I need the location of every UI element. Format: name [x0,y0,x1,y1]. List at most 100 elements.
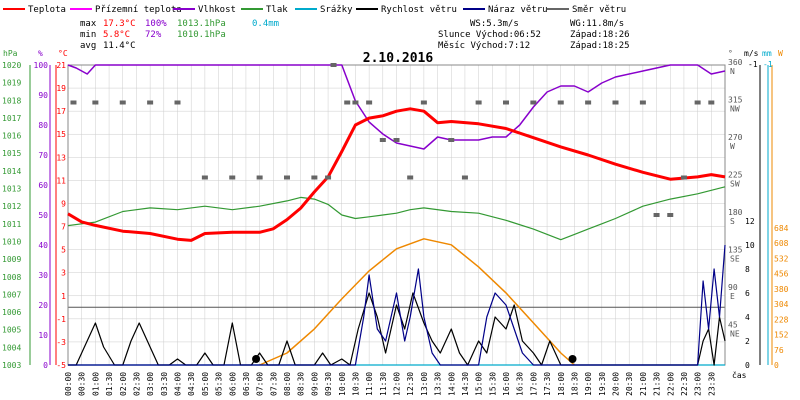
x-tick: 05:30 [215,372,224,396]
x-tick: 09:30 [324,372,333,396]
x-tick: 11:00 [365,372,374,396]
pressure-tick: 1005 [2,326,21,335]
winddir-tick-label: SW [730,180,740,189]
winddir-point [325,175,332,180]
sunrise-marker [252,355,261,363]
stat-avg-temp: 11.4°C [103,41,136,51]
pressure-axis-label: hPa [3,49,18,58]
temperature-tick: 17 [56,107,66,116]
pressure-tick: 1012 [2,202,21,211]
winddir-point [344,100,351,105]
stat-max-label: max [80,19,97,29]
windspeed-tick: 2 [745,337,750,346]
humidity-tick: 50 [38,211,48,220]
stat-sun: Slunce Východ:06:52 [438,30,541,40]
x-tick: 06:00 [228,372,237,396]
temperature-tick: 5 [61,246,66,255]
x-tick: 21:00 [639,372,648,396]
winddir-point [530,100,537,105]
pressure-tick: 1016 [2,132,21,141]
winddir-tick: 45 [728,321,738,330]
x-tick: 08:30 [297,372,306,396]
rain-axis-label: mm [762,49,772,58]
x-tick: 03:30 [160,372,169,396]
winddir-point [557,100,564,105]
series-teplota [67,107,726,242]
solar-axis-label: W [778,49,783,58]
winddir-tick-label: S [730,217,735,226]
axes: hPa% °C ° m/s mm W-1 -110031004100510061007100… [2,49,789,370]
temperature-tick: 9 [61,199,66,208]
winddir-tick: 360 [728,58,743,67]
winddir-point [680,175,687,180]
x-tick: 08:00 [283,372,292,396]
winddir-point [119,100,126,105]
x-tick: 17:00 [529,372,538,396]
winddir-point [667,213,674,217]
windspeed-axis-label: m/s [744,49,759,58]
x-tick: 15:00 [475,372,484,396]
x-tick: 17:30 [543,372,552,396]
windspeed-tick: 8 [745,265,750,274]
winddir-point [92,100,99,105]
pressure-tick: 1007 [2,290,21,299]
temperature-tick: 11 [56,176,66,185]
legend-label-7: Směr větru [572,5,626,15]
pressure-tick: 1014 [2,167,21,176]
x-tick: 19:00 [584,372,593,396]
winddir-tick-label: E [730,292,735,301]
winddir-tick-label: N [730,67,735,76]
humidity-tick: 60 [38,181,48,190]
x-tick: 01:00 [91,372,100,396]
winddir-tick: 135 [728,246,743,255]
x-tick: 06:30 [242,372,251,396]
winddir-point [612,100,619,105]
windspeed-tick: 6 [745,289,750,298]
stat-moon: Měsíc Východ:7:12 [438,41,530,51]
winddir-point [407,175,414,180]
humidity-tick: 0 [43,361,48,370]
humidity-tick: 90 [38,91,48,100]
stat-max-rain: 0.4mm [252,19,279,29]
rain-axis-top: -1 [763,60,773,69]
stat-ws: WS:5.3m/s [470,19,519,29]
x-tick: 21:30 [653,372,662,396]
humidity-tick: 20 [38,301,48,310]
legend: Teplota Přízemní teplota Vlhkost Tlak Srážky… [3,5,626,15]
x-tick: 16:30 [516,372,525,396]
solar-tick: 456 [774,270,789,279]
pressure-tick: 1018 [2,96,21,105]
x-tick: 23:00 [694,372,703,396]
windspeed-tick: 12 [745,217,755,226]
stat-max-hum: 100% [145,19,167,29]
winddir-point [352,100,359,105]
winddir-axis-label: ° [728,49,733,58]
legend-label-3: Tlak [266,5,288,15]
x-tick: 20:00 [612,372,621,396]
temperature-axis-label: °C [58,49,68,58]
winddir-tick-label: SE [730,255,740,264]
stats-panel: max 17.3°C 100% 1013.1hPa 0.4mm min 5.8°… [80,19,630,51]
pressure-tick: 1015 [2,149,21,158]
series-náraz-větru [68,244,726,366]
humidity-tick: 30 [38,271,48,280]
winddir-point [379,138,386,142]
x-tick: 20:30 [625,372,634,396]
solar-tick: 76 [774,346,784,355]
x-tick: 14:30 [461,372,470,396]
temperature-tick: -1 [56,315,66,324]
temperature-tick: 7 [61,223,66,232]
winddir-tick: 270 [728,133,743,142]
x-tick: 11:30 [379,372,388,396]
x-tick: 16:00 [502,372,511,396]
winddir-point [366,100,373,105]
x-tick: 03:00 [146,372,155,396]
humidity-axis-label: % [38,49,43,58]
solar-tick: 152 [774,331,789,340]
winddir-point [653,213,660,217]
pressure-tick: 1009 [2,255,21,264]
x-tick: 23:30 [707,372,716,396]
x-tick: 04:00 [174,372,183,396]
winddir-point [256,175,263,180]
solar-tick: 532 [774,254,789,263]
